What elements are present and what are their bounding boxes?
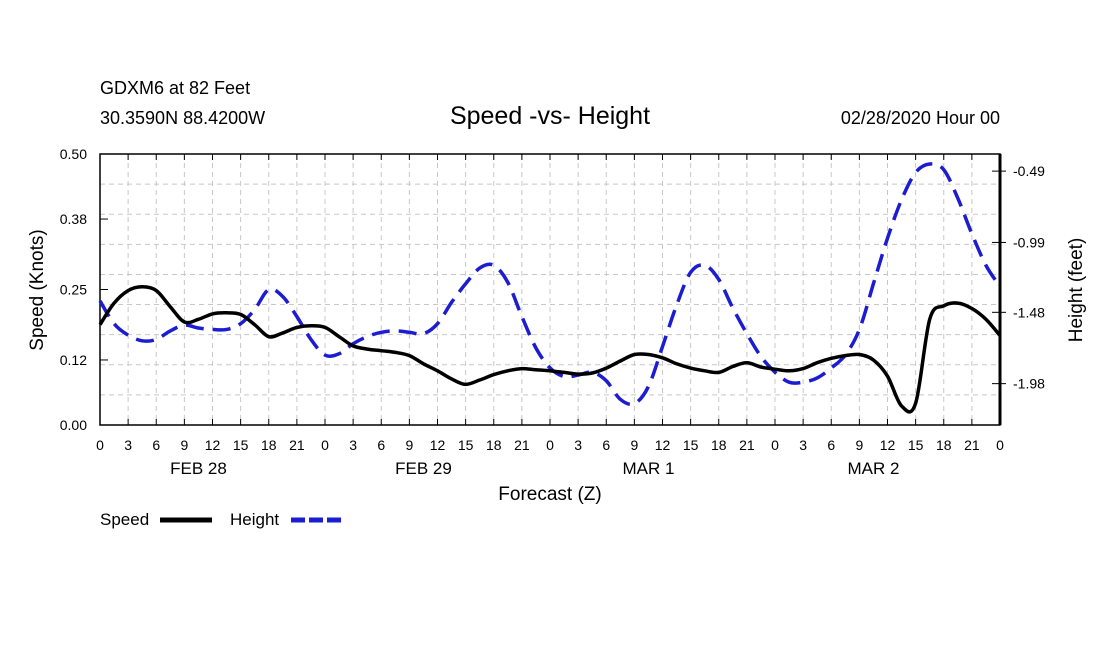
- x-tick-label: 12: [205, 437, 221, 453]
- x-tick-label: 12: [880, 437, 896, 453]
- x-tick-label: 6: [377, 437, 385, 453]
- x-tick-label: 3: [349, 437, 357, 453]
- x-tick-label: 18: [711, 437, 727, 453]
- y-tick-label: 0.50: [60, 146, 87, 162]
- x-tick-label: 21: [739, 437, 755, 453]
- height-series-line: [98, 162, 1002, 407]
- legend-height-label: Height: [230, 510, 279, 529]
- x-tick-label: 0: [771, 437, 779, 453]
- x-tick-label: 3: [574, 437, 582, 453]
- x-tick-label: 9: [180, 437, 188, 453]
- x-tick-label: 0: [996, 437, 1004, 453]
- x-tick-label: 6: [602, 437, 610, 453]
- y2-tick-labels: -0.49 -0.99 -1.48 -1.98: [1013, 163, 1045, 392]
- y-tick-label: 0.25: [60, 282, 87, 298]
- x-tick-label: 12: [430, 437, 446, 453]
- y-tick-label: 0.12: [60, 352, 87, 368]
- x-axis-title: Forecast (Z): [498, 484, 601, 505]
- day-labels: FEB 28 FEB 29 MAR 1 MAR 2: [170, 459, 899, 478]
- y2-tick-label: -1.48: [1013, 304, 1045, 320]
- x-tick-label: 15: [458, 437, 474, 453]
- x-tick-labels: 0 3 6 9 12 15 18 21 0 3 6 9 12 15 18 21 0 3 6 9 12 15 18 21 0 3 6 9…: [96, 437, 1004, 453]
- y2-axis-title: Height (feet): [1066, 238, 1087, 343]
- x-tick-label: 21: [514, 437, 530, 453]
- x-tick-label: 3: [124, 437, 132, 453]
- x-tick-label: 9: [855, 437, 863, 453]
- y2-tick-label: -0.99: [1013, 234, 1045, 250]
- chart-title: Speed -vs- Height: [450, 102, 650, 130]
- y-tick-label: 0.00: [60, 417, 87, 433]
- x-tick-label: 12: [655, 437, 671, 453]
- y-tick-label: 0.38: [60, 211, 87, 227]
- y2-tick-label: -0.49: [1013, 163, 1045, 179]
- x-tick-label: 9: [405, 437, 413, 453]
- x-tick-label: 3: [799, 437, 807, 453]
- x-tick-label: 6: [152, 437, 160, 453]
- y-axis-title: Speed (Knots): [27, 229, 48, 350]
- speed-series-line: [98, 285, 1002, 414]
- x-tick-label: 9: [630, 437, 638, 453]
- forecast-datetime: 02/28/2020 Hour 00: [841, 108, 1000, 128]
- station-label: GDXM6 at 82 Feet: [100, 78, 250, 98]
- x-tick-label: 21: [964, 437, 980, 453]
- grid-lines: [100, 154, 1000, 425]
- y2-tick-label: -1.98: [1013, 376, 1045, 392]
- x-tick-label: 15: [233, 437, 249, 453]
- x-tick-label: 21: [289, 437, 305, 453]
- x-tick-label: 0: [96, 437, 104, 453]
- x-tick-label: 0: [546, 437, 554, 453]
- x-tick-label: 18: [261, 437, 277, 453]
- x-tick-label: 18: [936, 437, 952, 453]
- day-label: FEB 28: [170, 459, 227, 478]
- x-tick-label: 6: [827, 437, 835, 453]
- x-tick-label: 18: [486, 437, 502, 453]
- x-tick-label: 15: [908, 437, 924, 453]
- day-label: FEB 29: [395, 459, 452, 478]
- legend-speed-label: Speed: [100, 510, 149, 529]
- legend: Speed Height: [100, 510, 343, 529]
- day-label: MAR 2: [848, 459, 900, 478]
- location-label: 30.3590N 88.4200W: [100, 108, 265, 128]
- x-tick-label: 0: [321, 437, 329, 453]
- x-tick-label: 15: [683, 437, 699, 453]
- y-tick-labels: 0.00 0.12 0.25 0.38 0.50: [60, 146, 87, 433]
- day-label: MAR 1: [623, 459, 675, 478]
